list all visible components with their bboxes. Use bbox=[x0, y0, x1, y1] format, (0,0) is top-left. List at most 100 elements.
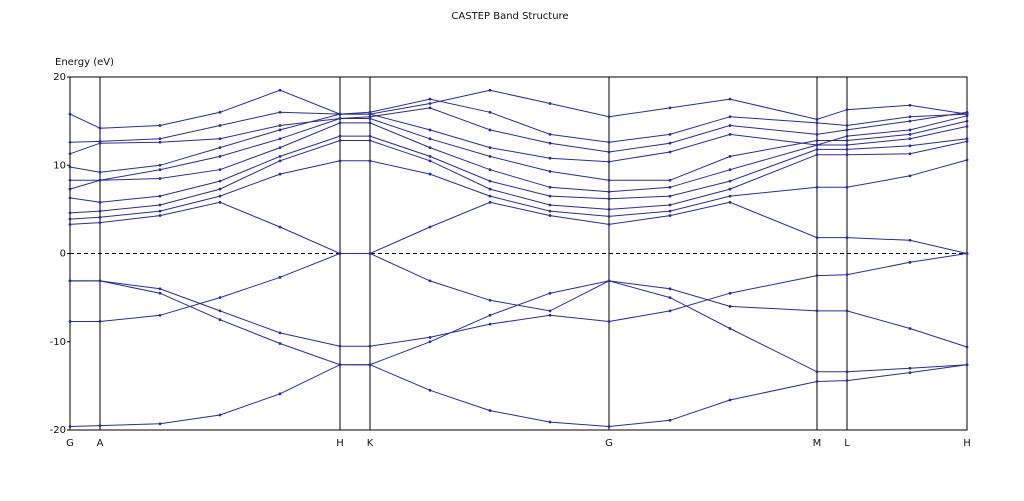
band-point bbox=[548, 102, 552, 105]
x-tick-label: M bbox=[813, 438, 822, 449]
band-line bbox=[69, 364, 968, 428]
band-point bbox=[607, 140, 611, 144]
band-point bbox=[218, 168, 222, 172]
band-point bbox=[368, 134, 372, 138]
band-point bbox=[548, 214, 552, 217]
band-point bbox=[68, 187, 72, 191]
band-line bbox=[69, 140, 968, 214]
band-point bbox=[338, 159, 342, 163]
band-point bbox=[428, 335, 432, 339]
band-point bbox=[158, 209, 162, 213]
band-point bbox=[548, 170, 552, 173]
band-point bbox=[158, 140, 162, 144]
band-point bbox=[428, 97, 432, 101]
band-point bbox=[965, 252, 969, 255]
band-point bbox=[158, 168, 162, 172]
band-point bbox=[845, 124, 849, 127]
band-point bbox=[98, 178, 102, 182]
band-point bbox=[428, 137, 432, 141]
band-point bbox=[428, 340, 432, 344]
band-point bbox=[218, 194, 222, 198]
x-tick-label: L bbox=[844, 438, 850, 449]
band-point bbox=[668, 141, 672, 145]
band-point bbox=[338, 252, 342, 255]
band-point bbox=[368, 112, 372, 116]
band-point bbox=[488, 200, 492, 204]
band-point bbox=[98, 320, 102, 323]
band-point bbox=[98, 126, 102, 130]
band-point bbox=[98, 221, 102, 225]
band-point bbox=[908, 174, 912, 178]
band-point bbox=[68, 196, 72, 200]
band-point bbox=[548, 141, 552, 145]
band-point bbox=[845, 236, 849, 240]
band-point bbox=[338, 112, 342, 116]
band-point bbox=[815, 132, 819, 136]
band-point bbox=[158, 124, 162, 127]
band-point bbox=[428, 225, 432, 229]
band-point bbox=[548, 209, 552, 213]
band-point bbox=[548, 313, 552, 317]
band-point bbox=[488, 110, 492, 114]
band-point bbox=[278, 137, 282, 141]
band-point bbox=[728, 327, 732, 330]
band-point bbox=[815, 274, 819, 277]
band-point bbox=[548, 132, 552, 136]
band-point bbox=[815, 117, 819, 121]
y-tick-label: 10 bbox=[53, 160, 66, 171]
band-point bbox=[218, 155, 222, 158]
band-point bbox=[218, 296, 222, 300]
band-point bbox=[548, 420, 552, 424]
band-point bbox=[278, 88, 282, 92]
y-tick-label: 20 bbox=[53, 72, 66, 83]
band-point bbox=[548, 203, 552, 207]
band-point bbox=[368, 159, 372, 163]
band-point bbox=[845, 108, 849, 112]
band-point bbox=[668, 178, 672, 182]
band-point bbox=[218, 309, 222, 313]
band-point bbox=[338, 117, 342, 120]
band-point bbox=[815, 121, 819, 125]
band-point bbox=[815, 139, 819, 142]
band-point bbox=[218, 318, 222, 322]
band-point bbox=[668, 194, 672, 198]
band-point bbox=[845, 379, 849, 382]
band-line bbox=[69, 122, 968, 193]
band-point bbox=[158, 137, 162, 141]
band-point bbox=[428, 279, 432, 283]
band-point bbox=[548, 194, 552, 198]
band-point bbox=[428, 146, 432, 150]
band-point bbox=[68, 425, 72, 428]
band-point bbox=[965, 363, 969, 367]
band-point bbox=[338, 363, 342, 367]
band-point bbox=[158, 214, 162, 217]
band-point bbox=[965, 125, 969, 128]
band-point bbox=[488, 409, 492, 412]
band-point bbox=[68, 140, 72, 144]
band-point bbox=[668, 203, 672, 207]
band-point bbox=[845, 370, 849, 374]
band-point bbox=[278, 155, 282, 158]
chart-title: CASTEP Band Structure bbox=[451, 11, 568, 22]
band-line bbox=[70, 253, 968, 347]
band-point bbox=[368, 252, 372, 255]
band-point bbox=[278, 128, 282, 132]
band-point bbox=[607, 178, 611, 182]
band-point bbox=[218, 137, 222, 141]
band-point bbox=[728, 179, 732, 183]
band-point bbox=[218, 413, 222, 417]
band-point bbox=[845, 128, 849, 132]
band-point bbox=[98, 209, 102, 213]
x-tick-label: G bbox=[605, 438, 613, 449]
band-point bbox=[845, 139, 849, 142]
y-tick-label: -20 bbox=[50, 425, 66, 436]
band-point bbox=[728, 155, 732, 158]
band-point bbox=[728, 97, 732, 101]
band-point bbox=[158, 291, 162, 295]
y-tick-label: 0 bbox=[60, 249, 66, 260]
band-point bbox=[158, 203, 162, 207]
band-point bbox=[908, 260, 912, 264]
band-point bbox=[965, 345, 969, 349]
band-point bbox=[68, 165, 72, 169]
